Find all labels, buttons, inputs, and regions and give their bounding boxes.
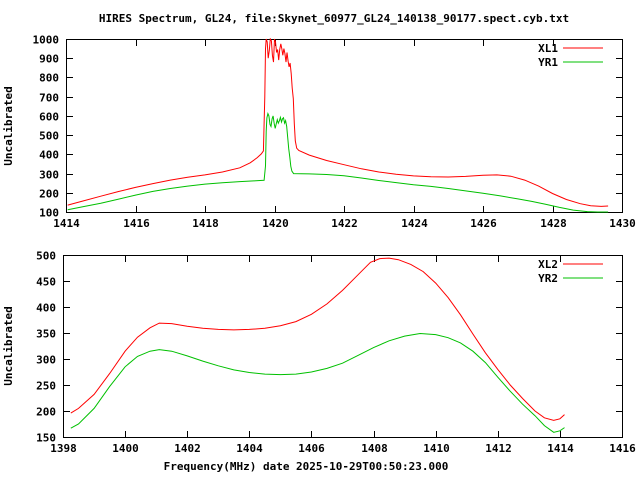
x-tick-label: 1398 bbox=[50, 442, 77, 455]
y-tick-label: 800 bbox=[39, 72, 59, 85]
x-tick-label: 1416 bbox=[123, 217, 150, 230]
bottom-panel: 1398 1400 1402 1404 1406 1408 1410 1412 1414 1416… bbox=[36, 250, 636, 456]
legend-label-xl2: XL2 bbox=[538, 258, 558, 271]
plot-border bbox=[63, 255, 623, 438]
series-line-xl1 bbox=[67, 38, 609, 207]
y-tick-label: 1000 bbox=[33, 34, 60, 47]
y-tick-label: 300 bbox=[36, 354, 56, 367]
x-tick-label: 1422 bbox=[331, 217, 358, 230]
y-tick-label: 400 bbox=[36, 302, 56, 315]
legend-label-xl1: XL1 bbox=[538, 42, 558, 55]
y-tick-label: 450 bbox=[36, 276, 56, 289]
y-tick-label: 300 bbox=[39, 169, 59, 182]
x-tick-label: 1430 bbox=[609, 217, 636, 230]
x-tick-label: 1414 bbox=[53, 217, 80, 230]
x-tick-label: 1418 bbox=[192, 217, 219, 230]
y-tick-label: 200 bbox=[36, 406, 56, 419]
x-tick-label: 1426 bbox=[470, 217, 497, 230]
x-tick-label: 1424 bbox=[401, 217, 428, 230]
y-axis-label-bottom-panel: Uncalibrated bbox=[2, 306, 15, 385]
x-tick-label: 1400 bbox=[112, 442, 139, 455]
y-tick-label: 500 bbox=[36, 250, 56, 263]
x-tick-label: 1420 bbox=[262, 217, 289, 230]
x-tick-label: 1404 bbox=[236, 442, 263, 455]
x-tick-label: 1402 bbox=[174, 442, 201, 455]
x-tick-label: 1428 bbox=[540, 217, 567, 230]
y-tick-label: 100 bbox=[39, 207, 59, 220]
y-tick-label: 500 bbox=[39, 130, 59, 143]
x-tick-label: 1406 bbox=[298, 442, 325, 455]
y-tick-label: 250 bbox=[36, 380, 56, 393]
y-axis-label-top-panel: Uncalibrated bbox=[2, 86, 15, 165]
x-tick-label: 1416 bbox=[609, 442, 636, 455]
y-tick-label: 350 bbox=[36, 328, 56, 341]
chart-title: HIRES Spectrum, GL24, file:Skynet_60977_… bbox=[99, 12, 569, 25]
y-tick-label: 150 bbox=[36, 432, 56, 445]
y-tick-label: 900 bbox=[39, 53, 59, 66]
x-tick-label: 1412 bbox=[485, 442, 512, 455]
series-line-xl2 bbox=[70, 257, 565, 421]
legend-label-yr1: YR1 bbox=[538, 56, 558, 69]
legend-label-yr2: YR2 bbox=[538, 272, 558, 285]
y-tick-label: 200 bbox=[39, 188, 59, 201]
y-tick-label: 400 bbox=[39, 149, 59, 162]
series-line-yr1 bbox=[67, 112, 609, 213]
plot-border bbox=[66, 39, 623, 213]
x-axis-label: Frequency(MHz) date 2025-10-29T00:50:23.… bbox=[164, 460, 449, 473]
y-tick-label: 600 bbox=[39, 111, 59, 124]
x-tick-label: 1410 bbox=[423, 442, 450, 455]
x-tick-label: 1414 bbox=[547, 442, 574, 455]
x-tick-label: 1408 bbox=[361, 442, 388, 455]
y-tick-label: 700 bbox=[39, 92, 59, 105]
top-panel: 1414 1416 1418 1420 1422 1424 1426 1428 1430 100 2… bbox=[33, 34, 636, 231]
series-line-yr2 bbox=[70, 332, 565, 433]
